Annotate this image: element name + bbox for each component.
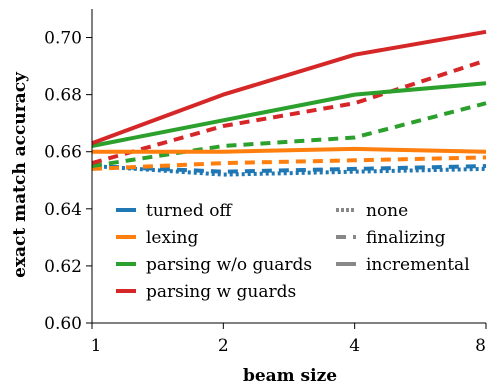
legend-label: parsing w guards bbox=[146, 282, 296, 302]
legend-label: turned off bbox=[146, 201, 233, 221]
legend: turned off lexing parsing w/o guards parsin… bbox=[116, 201, 470, 302]
legend-label: lexing bbox=[146, 228, 198, 248]
x-tick-label: 1 bbox=[91, 336, 102, 356]
y-tick-label: 0.70 bbox=[44, 29, 82, 49]
series-line-4 bbox=[91, 101, 487, 168]
series-line-7 bbox=[91, 29, 487, 146]
y-tick-label: 0.68 bbox=[44, 86, 82, 106]
y-tick-label: 0.64 bbox=[44, 200, 82, 220]
x-tick-label: 4 bbox=[349, 336, 360, 356]
legend-style-label: none bbox=[366, 201, 408, 221]
series-line-6 bbox=[91, 58, 487, 166]
x-axis-title: beam size bbox=[243, 366, 337, 385]
legend-label: parsing w/o guards bbox=[146, 255, 312, 275]
y-axis-title: exact match accuracy bbox=[10, 71, 30, 278]
series-line-3 bbox=[92, 146, 487, 154]
series-layer bbox=[91, 29, 487, 177]
x-tick-label: 2 bbox=[218, 336, 229, 356]
axes: 0.60 0.62 0.64 0.66 0.68 0.70 1 2 4 8 bbox=[44, 9, 487, 356]
y-tick-label: 0.60 bbox=[44, 314, 82, 334]
legend-style-label: incremental bbox=[366, 255, 470, 275]
series-line-1 bbox=[91, 164, 487, 174]
series-line-5 bbox=[91, 81, 487, 148]
x-tick-label: 8 bbox=[475, 336, 486, 356]
y-tick-label: 0.66 bbox=[44, 143, 82, 163]
y-tick-label: 0.62 bbox=[44, 257, 82, 277]
legend-style-label: finalizing bbox=[366, 228, 446, 248]
series-line-2 bbox=[91, 155, 487, 171]
